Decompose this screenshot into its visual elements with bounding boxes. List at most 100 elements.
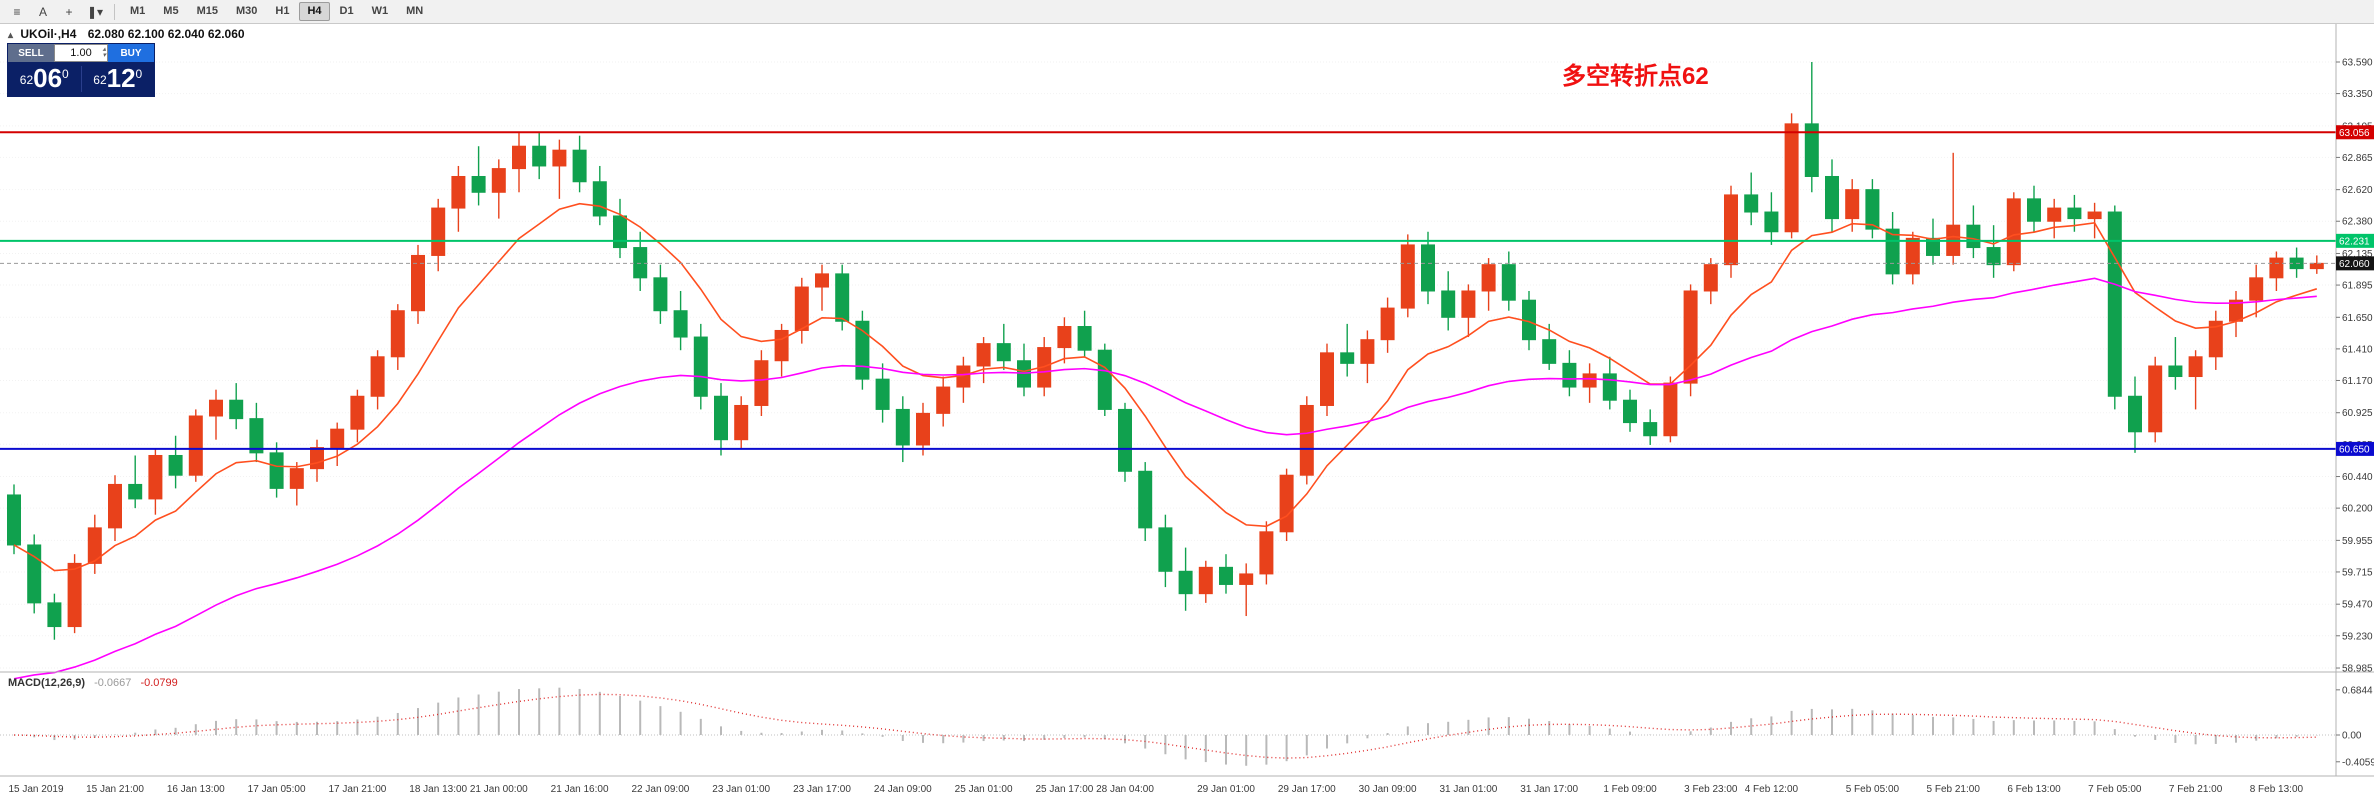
candle-up bbox=[1461, 290, 1476, 318]
macd-main-value: -0.0667 bbox=[94, 677, 132, 689]
time-tick-label: 23 Jan 17:00 bbox=[793, 784, 851, 795]
candle-up bbox=[1380, 307, 1395, 341]
timeframe-mn[interactable]: MN bbox=[406, 5, 424, 17]
candle-down bbox=[693, 336, 708, 397]
candle-up bbox=[2006, 198, 2021, 266]
timeframe-m1[interactable]: M1 bbox=[130, 5, 146, 17]
candle-up bbox=[2148, 365, 2163, 433]
candle-down bbox=[653, 277, 668, 312]
candle-down bbox=[471, 175, 486, 193]
time-tick-label: 7 Feb 21:00 bbox=[2169, 784, 2223, 795]
price-tag: 62.231 bbox=[2336, 233, 2374, 248]
sell-price: 62 06 0 bbox=[19, 62, 69, 93]
candle-down bbox=[1421, 244, 1435, 292]
candles-layer bbox=[7, 62, 2324, 640]
candle-up bbox=[734, 404, 749, 441]
timeframe-m5[interactable]: M5 bbox=[163, 5, 179, 17]
candle-up bbox=[1400, 244, 1415, 309]
candle-down bbox=[2168, 365, 2183, 378]
time-tick-label: 17 Jan 05:00 bbox=[248, 784, 306, 795]
candle-up bbox=[2208, 320, 2223, 358]
candle-up bbox=[1784, 123, 1799, 233]
volume-spinner[interactable]: ▴ ▾ bbox=[102, 45, 106, 61]
candle-up bbox=[1582, 373, 1597, 388]
candle-down bbox=[1623, 399, 1637, 424]
price-axis[interactable]: 63.59063.35063.10562.86562.62062.38062.1… bbox=[2336, 58, 2374, 769]
candle-down bbox=[2027, 198, 2041, 222]
candle-up bbox=[1259, 531, 1274, 575]
candle-up bbox=[794, 286, 809, 331]
time-tick-label: 28 Jan 04:00 bbox=[1096, 784, 1154, 795]
time-tick-label: 31 Jan 17:00 bbox=[1520, 784, 1578, 795]
macd-tick-label: -0.4059 bbox=[2342, 757, 2374, 768]
time-tick-label: 31 Jan 01:00 bbox=[1439, 784, 1497, 795]
one-click-trading-panel: SELL 1.00 ▴ ▾ BUY 62 06 0 62 12 0 bbox=[8, 44, 154, 96]
chart-canvas[interactable]: 63.59063.35063.10562.86562.62062.38062.1… bbox=[0, 24, 2374, 799]
menu-icon[interactable]: ≡ bbox=[13, 4, 21, 19]
main-toolbar: ≡ A + ❚▾ M1 M5 M15 M30 H1 H4 D1 W1 MN bbox=[0, 0, 2374, 24]
toolbar-separator bbox=[114, 3, 115, 20]
candle-up bbox=[1905, 237, 1920, 275]
candle-down bbox=[1178, 570, 1193, 595]
price-tick-label: 60.925 bbox=[2342, 408, 2373, 419]
chart-type-dropdown[interactable]: ❚▾ bbox=[86, 4, 104, 19]
candle-up bbox=[188, 415, 203, 476]
price-tick-label: 62.865 bbox=[2342, 153, 2373, 164]
candle-down bbox=[1986, 247, 2001, 266]
candle-down bbox=[1542, 339, 1557, 364]
candle-down bbox=[1966, 224, 1981, 249]
time-axis[interactable]: 15 Jan 2019 15 Jan 21:00 16 Jan 13:00 17 Ja… bbox=[8, 784, 2303, 795]
macd-signal-value: -0.0799 bbox=[140, 677, 178, 689]
spinner-down-icon[interactable]: ▾ bbox=[102, 52, 106, 59]
timeframe-h1[interactable]: H1 bbox=[275, 5, 290, 17]
time-tick-label: 15 Jan 2019 bbox=[8, 784, 63, 795]
spinner-up-icon[interactable]: ▴ bbox=[102, 46, 106, 53]
timeframe-h4[interactable]: H4 bbox=[299, 2, 330, 21]
volume-input[interactable]: 1.00 ▴ ▾ bbox=[54, 44, 108, 62]
buy-button[interactable]: BUY bbox=[108, 44, 154, 62]
candle-up bbox=[87, 527, 102, 564]
one-click-collapse-toggle[interactable]: ▴ bbox=[8, 30, 14, 41]
timeframe-w1[interactable]: W1 bbox=[371, 5, 389, 17]
candle-down bbox=[168, 454, 183, 476]
candle-up bbox=[1663, 382, 1678, 437]
candle-down bbox=[1441, 290, 1456, 318]
candle-up bbox=[108, 483, 122, 529]
candle-up bbox=[1703, 264, 1718, 292]
ma-slow bbox=[13, 277, 2317, 680]
candle-down bbox=[1804, 123, 1819, 177]
price-tick-label: 59.715 bbox=[2342, 567, 2373, 578]
crosshair-icon[interactable]: + bbox=[65, 4, 73, 19]
timeframe-m15[interactable]: M15 bbox=[196, 5, 218, 17]
candle-down bbox=[532, 145, 547, 167]
candle-down bbox=[633, 247, 648, 279]
price-tick-label: 59.470 bbox=[2342, 600, 2373, 611]
grid bbox=[0, 61, 2336, 669]
time-tick-label: 22 Jan 09:00 bbox=[631, 784, 689, 795]
candle-up bbox=[512, 145, 526, 170]
candle-up bbox=[1279, 474, 1294, 533]
text-tool-button[interactable]: A bbox=[38, 4, 47, 19]
candle-up bbox=[370, 356, 385, 397]
price-tick-label: 62.380 bbox=[2342, 217, 2373, 228]
ohlc-values: 62.080 62.100 62.040 62.060 bbox=[87, 27, 245, 41]
time-tick-label: 5 Feb 21:00 bbox=[1927, 784, 1981, 795]
candle-down bbox=[269, 452, 284, 489]
timeframe-m30[interactable]: M30 bbox=[235, 5, 258, 17]
candle-down bbox=[875, 378, 890, 410]
candle-up bbox=[815, 273, 829, 288]
ma-fast bbox=[13, 202, 2318, 572]
price-tag: 63.056 bbox=[2336, 125, 2374, 140]
svg-text:60.650: 60.650 bbox=[2339, 444, 2370, 455]
price-tag: 62.060 bbox=[2336, 256, 2374, 271]
svg-text:62.060: 62.060 bbox=[2339, 259, 2370, 270]
candle-up bbox=[552, 149, 567, 167]
candle-down bbox=[249, 418, 264, 454]
candle-down bbox=[1885, 228, 1900, 275]
price-tick-label: 59.230 bbox=[2342, 631, 2373, 642]
timeframe-d1[interactable]: D1 bbox=[339, 5, 354, 17]
time-tick-label: 8 Feb 13:00 bbox=[2250, 784, 2304, 795]
candle-down bbox=[855, 320, 870, 380]
sell-button[interactable]: SELL bbox=[8, 44, 54, 62]
candle-down bbox=[1643, 422, 1658, 437]
